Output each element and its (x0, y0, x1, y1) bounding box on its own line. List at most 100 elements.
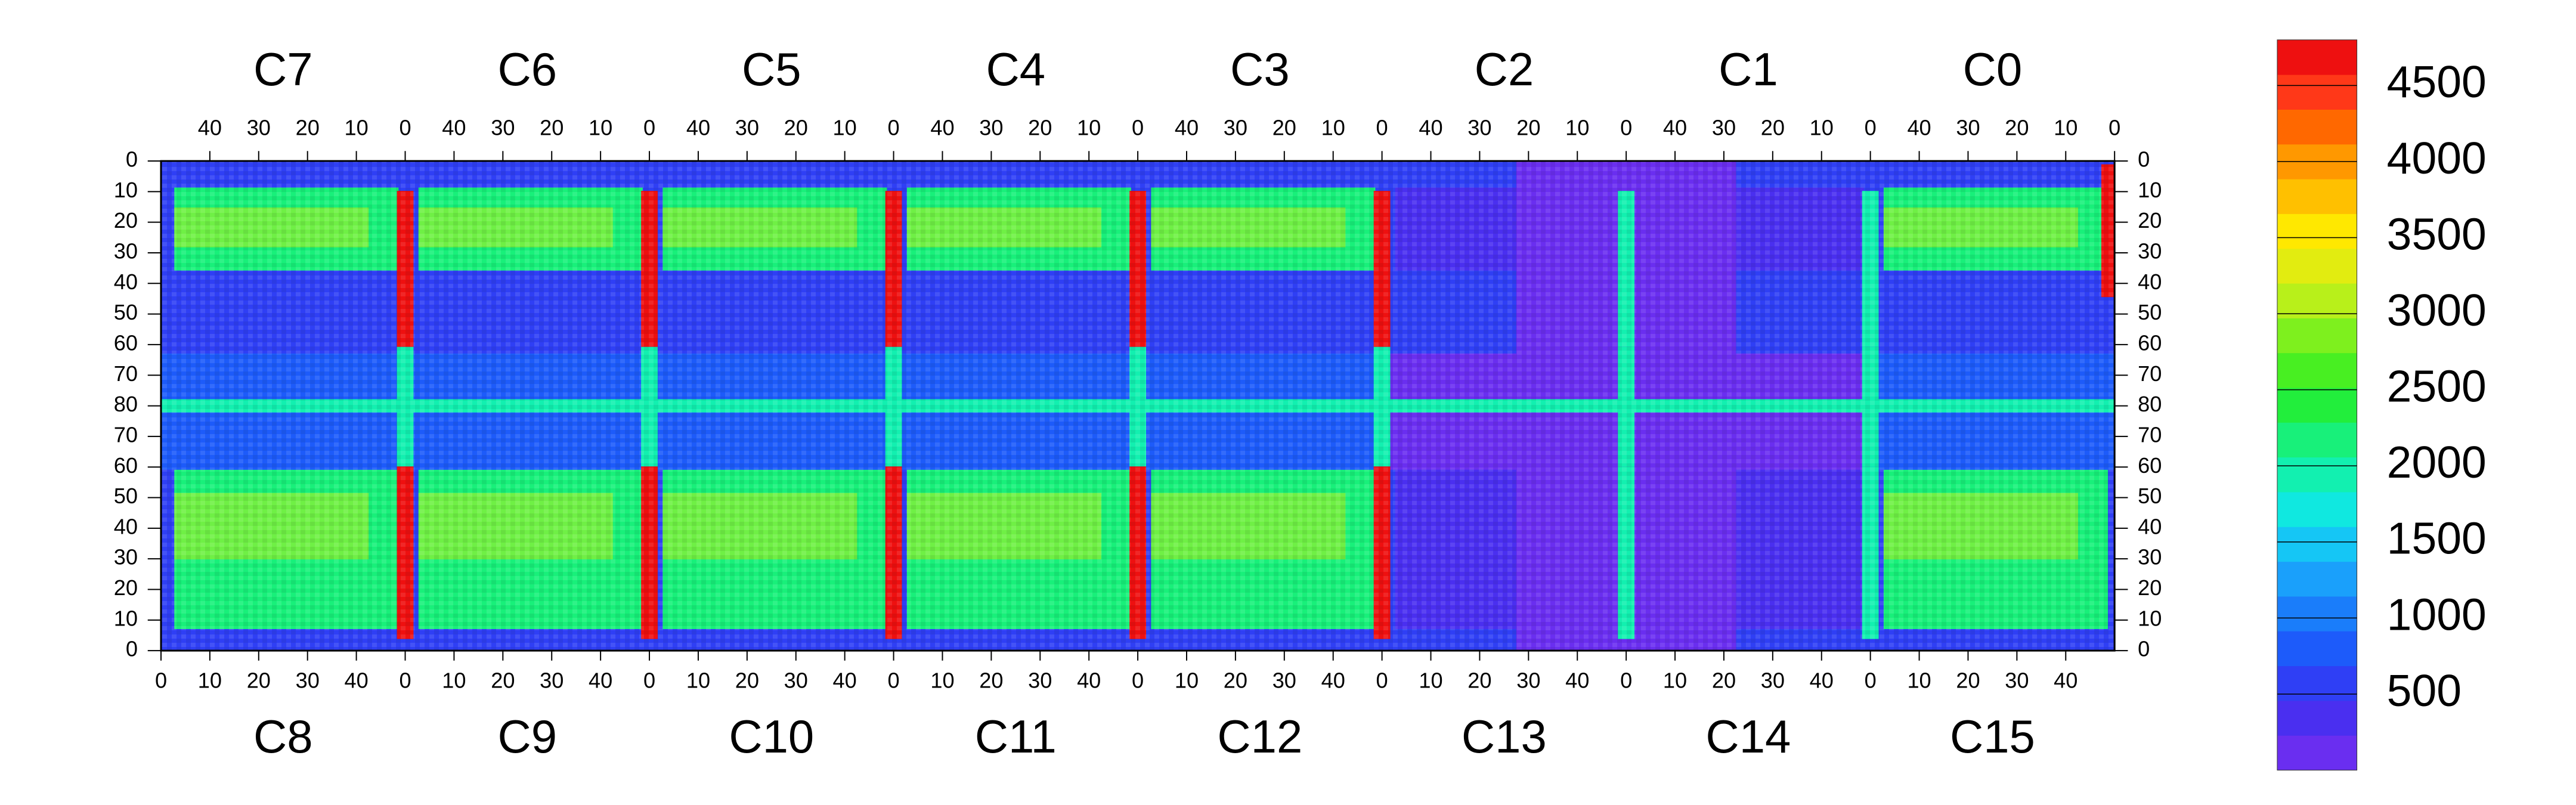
y-tick-label-left: 10 (114, 178, 138, 202)
y-tick-label-right: 40 (2138, 514, 2162, 538)
top-x-tick-label: 40 (930, 116, 954, 140)
colorbar-segment (2277, 39, 2357, 75)
top-x-tick-label: 0 (643, 116, 655, 140)
bottom-x-tick-label: 30 (1028, 668, 1052, 693)
top-x-tick-label: 0 (399, 116, 411, 140)
colorbar-segment (2277, 213, 2357, 249)
colorbar-segment (2277, 388, 2357, 423)
colorbar-tick-label: 2500 (2387, 361, 2487, 411)
top-x-tick-label: 20 (1516, 116, 1540, 140)
colorbar-segment (2277, 631, 2357, 667)
bottom-x-tick-label: 20 (735, 668, 759, 693)
bottom-x-tick-label: 20 (247, 668, 271, 693)
bottom-chip-label: C14 (1705, 710, 1791, 763)
top-x-tick-label: 10 (1810, 116, 1834, 140)
bottom-x-tick-label: 40 (1077, 668, 1101, 693)
y-tick-label-right: 0 (2138, 147, 2150, 172)
top-chip-label: C6 (497, 43, 557, 95)
bottom-x-tick-label: 30 (1516, 668, 1540, 693)
y-tick-label-left: 0 (126, 637, 138, 661)
bottom-x-tick-label: 20 (491, 668, 515, 693)
bottom-chip-label: C9 (497, 710, 557, 763)
y-tick-label-right: 50 (2138, 300, 2162, 324)
y-tick-label-right: 50 (2138, 484, 2162, 508)
top-x-tick-label: 10 (589, 116, 612, 140)
heatmap-body (161, 161, 2115, 651)
y-tick-label-left: 70 (114, 422, 138, 447)
colorbar-segment (2277, 318, 2357, 354)
top-x-tick-label: 10 (1077, 116, 1101, 140)
top-x-tick-label: 40 (198, 116, 222, 140)
bottom-x-tick-label: 20 (1712, 668, 1736, 693)
bottom-x-tick-label: 0 (1376, 668, 1388, 693)
y-tick-label-left: 40 (114, 514, 138, 538)
bottom-x-tick-label: 0 (1132, 668, 1144, 693)
bottom-x-tick-label: 30 (296, 668, 320, 693)
bottom-x-tick-label: 0 (888, 668, 900, 693)
y-tick-label-right: 30 (2138, 239, 2162, 264)
y-tick-label-left: 50 (114, 484, 138, 508)
bottom-x-tick-label: 10 (1175, 668, 1199, 693)
colorbar-tick-label: 2000 (2387, 437, 2487, 487)
top-x-tick-label: 30 (491, 116, 515, 140)
colorbar-segment (2277, 422, 2357, 458)
bottom-x-tick-label: 20 (1224, 668, 1247, 693)
colorbar-segment (2277, 735, 2357, 771)
bottom-x-tick-label: 40 (345, 668, 369, 693)
top-x-tick-label: 20 (540, 116, 564, 140)
bottom-x-tick-label: 20 (1467, 668, 1491, 693)
y-tick-label-right: 20 (2138, 575, 2162, 600)
top-x-tick-label: 30 (1224, 116, 1247, 140)
y-tick-label-right: 0 (2138, 637, 2150, 661)
top-x-tick-label: 20 (296, 116, 320, 140)
bottom-x-tick-label: 0 (155, 668, 167, 693)
top-chip-label: C1 (1719, 43, 1778, 95)
bottom-chip-label: C8 (253, 710, 313, 763)
colorbar-segment (2277, 248, 2357, 284)
top-x-tick-label: 20 (2005, 116, 2029, 140)
top-x-tick-label: 30 (1467, 116, 1491, 140)
colorbar-segment (2277, 561, 2357, 597)
bottom-x-tick-label: 40 (1810, 668, 1834, 693)
y-tick-label-left: 50 (114, 300, 138, 324)
colorbar-segment (2277, 109, 2357, 145)
top-chip-label: C0 (1963, 43, 2023, 95)
top-chip-label: C7 (253, 43, 313, 95)
top-x-tick-label: 10 (833, 116, 857, 140)
y-tick-label-right: 60 (2138, 330, 2162, 355)
top-x-tick-label: 0 (1865, 116, 1877, 140)
bottom-x-tick-label: 0 (1620, 668, 1632, 693)
y-tick-label-left: 60 (114, 330, 138, 355)
top-x-tick-label: 40 (1663, 116, 1687, 140)
bottom-x-tick-label: 0 (643, 668, 655, 693)
colorbar-segment (2277, 596, 2357, 631)
top-x-tick-label: 20 (1761, 116, 1785, 140)
y-tick-label-left: 30 (114, 545, 138, 569)
y-tick-label-right: 30 (2138, 545, 2162, 569)
y-tick-label-left: 60 (114, 453, 138, 478)
bottom-x-tick-label: 10 (1663, 668, 1687, 693)
bottom-x-tick-label: 10 (1907, 668, 1931, 693)
top-x-tick-label: 10 (1321, 116, 1345, 140)
y-tick-label-right: 10 (2138, 178, 2162, 202)
colorbar-tick-label: 500 (2387, 665, 2462, 716)
y-tick-label-left: 20 (114, 208, 138, 233)
colorbar-tick-label: 1000 (2387, 589, 2487, 639)
top-x-tick-label: 10 (2054, 116, 2077, 140)
bottom-x-tick-label: 10 (686, 668, 710, 693)
y-tick-label-right: 70 (2138, 422, 2162, 447)
bottom-x-tick-label: 30 (2005, 668, 2029, 693)
top-x-tick-label: 0 (1620, 116, 1632, 140)
bottom-x-tick-label: 40 (589, 668, 612, 693)
bottom-chip-label: C13 (1462, 710, 1547, 763)
y-tick-label-left: 10 (114, 606, 138, 630)
y-tick-label-left: 20 (114, 575, 138, 600)
colorbar-segment (2277, 491, 2357, 527)
colorbar-segment (2277, 283, 2357, 318)
y-tick-label-left: 0 (126, 147, 138, 172)
top-x-tick-label: 20 (1028, 116, 1052, 140)
bottom-x-tick-label: 10 (442, 668, 466, 693)
top-x-tick-label: 30 (979, 116, 1003, 140)
bottom-chip-label: C15 (1950, 710, 2035, 763)
